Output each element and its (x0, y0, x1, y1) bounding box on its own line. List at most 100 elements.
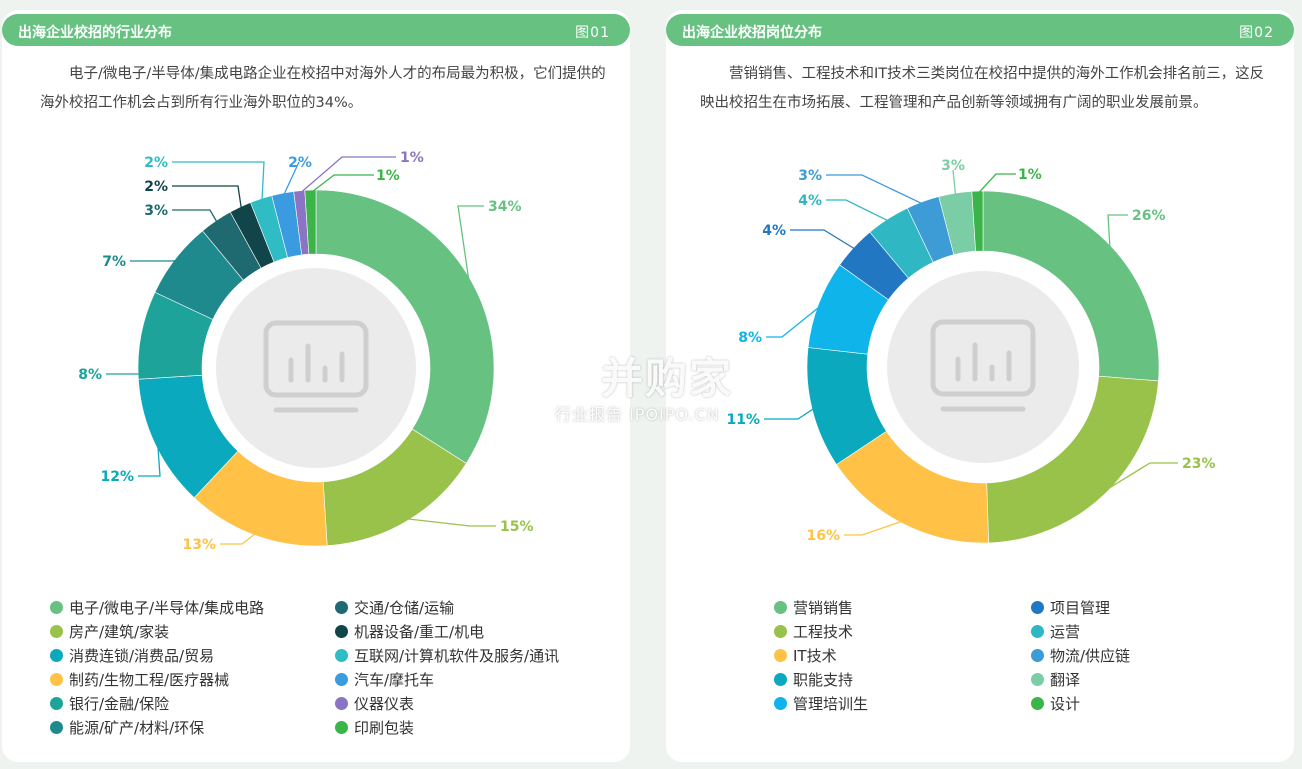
data-label: 4% (762, 223, 786, 239)
leader-line (1102, 462, 1178, 493)
legend-swatch (774, 697, 787, 710)
leader-line (106, 335, 145, 375)
data-label: 23% (1182, 456, 1216, 472)
legend-swatch (335, 649, 348, 662)
data-label: 7% (102, 254, 126, 270)
legend-swatch (774, 601, 787, 614)
legend-item: 消费连锁/消费品/贸易 (50, 644, 264, 668)
legend-item: 项目管理 (1031, 596, 1130, 620)
legend-label: 仪器仪表 (354, 695, 415, 713)
leader-line (766, 304, 822, 338)
industry-donut-chart: 34% 15% 13% 12% 8% 7% 3% 2% 2% 2% 1%1% (78, 150, 534, 553)
legend-swatch (774, 649, 787, 662)
position-distribution-panel: 出海企业校招岗位分布 图02 营销销售、工程技术和IT技术三类岗位在校招中提供的… (666, 10, 1294, 762)
legend-label: 物流/供应链 (1050, 647, 1131, 665)
data-label: 3% (144, 203, 168, 219)
legend-label: 印刷包装 (354, 719, 415, 737)
legend-item: 交通/仓储/运输 (335, 596, 559, 620)
legend-item: 制药/生物工程/医疗器械 (50, 668, 264, 692)
position-donut-chart: 26% 23% 16% 11% 8% 4% 4% 3% 3% 1% (726, 158, 1216, 544)
legend-item: 互联网/计算机软件及服务/通讯 (335, 644, 559, 668)
legend-swatch (1031, 649, 1044, 662)
leader-line (826, 199, 890, 223)
data-label: 3% (941, 158, 965, 174)
data-label: 3% (798, 168, 822, 184)
data-label: 12% (100, 469, 134, 485)
legend-label: 机器设备/重工/机电 (354, 623, 485, 641)
figure-number: 图02 (1239, 25, 1274, 41)
legend-swatch (50, 697, 63, 710)
data-label: 2% (144, 179, 168, 195)
legend-label: 管理培训生 (793, 695, 869, 713)
legend-label: 电子/微电子/半导体/集成电路 (69, 599, 265, 617)
leader-line (1107, 214, 1128, 250)
legend-item: 仪器仪表 (335, 692, 559, 716)
leader-line (764, 407, 816, 420)
data-label: 16% (806, 528, 840, 544)
leader-line (220, 532, 258, 545)
legend-item: IT技术 (774, 644, 868, 668)
legend-swatch (1031, 601, 1044, 614)
data-label: 1% (376, 168, 400, 184)
legend-swatch (1031, 625, 1044, 638)
legend-swatch (50, 625, 63, 638)
legend-label: 项目管理 (1050, 599, 1111, 617)
legend-item: 管理培训生 (774, 692, 868, 716)
data-label: 11% (726, 412, 760, 428)
legend-swatch (335, 673, 348, 686)
leader-line (405, 517, 496, 527)
data-label: 15% (500, 519, 534, 535)
legend-item: 电子/微电子/半导体/集成电路 (50, 596, 264, 620)
legend-item: 营销销售 (774, 596, 868, 620)
legend-label: 交通/仓储/运输 (354, 599, 455, 617)
legend-swatch (1031, 697, 1044, 710)
legend-swatch (774, 673, 787, 686)
legend-item: 汽车/摩托车 (335, 668, 559, 692)
legend-swatch (50, 649, 63, 662)
legend-label: 工程技术 (793, 623, 854, 641)
leader-line (172, 209, 219, 224)
leader-line (826, 174, 925, 206)
legend-label: 汽车/摩托车 (354, 671, 435, 689)
legend-swatch (50, 673, 63, 686)
legend-swatch (335, 721, 348, 734)
data-label: 34% (488, 199, 522, 215)
legend-label: 制药/生物工程/医疗器械 (69, 671, 230, 689)
legend-label: 房产/建筑/家装 (69, 623, 170, 641)
legend-swatch (1031, 673, 1044, 686)
data-label: 2% (288, 155, 312, 171)
figure-number: 图01 (575, 25, 610, 41)
legend-item: 能源/矿产/材料/环保 (50, 716, 264, 740)
data-label: 2% (144, 155, 168, 171)
panel-description: 营销销售、工程技术和IT技术三类岗位在校招中提供的海外工作机会排名前三，这反映出… (700, 66, 1265, 111)
panel-description: 电子/微电子/半导体/集成电路企业在校招中对海外人才的布局最为积极，它们提供的海… (40, 66, 606, 111)
leader-line (172, 185, 243, 210)
legend-label: 消费连锁/消费品/贸易 (69, 647, 215, 665)
leader-line (952, 169, 957, 197)
legend-label: 互联网/计算机软件及服务/通讯 (354, 647, 560, 665)
legend-item: 机器设备/重工/机电 (335, 620, 559, 644)
panel-title: 出海企业校招的行业分布 (18, 25, 172, 41)
data-label: 4% (798, 193, 822, 209)
leader-line (844, 520, 904, 536)
legend-item: 房产/建筑/家装 (50, 620, 264, 644)
legend-label: 银行/金融/保险 (69, 695, 170, 713)
data-label: 13% (182, 537, 216, 553)
chart-legend: 项目管理 运营 物流/供应链 翻译 设计 (1031, 596, 1130, 716)
legend-label: 营销销售 (793, 599, 854, 617)
legend-label: 运营 (1050, 623, 1081, 641)
leader-line (310, 174, 374, 194)
legend-label: 职能支持 (793, 671, 854, 689)
data-label: 1% (400, 150, 424, 166)
legend-item: 印刷包装 (335, 716, 559, 740)
center-disc (887, 271, 1079, 463)
legend-item: 物流/供应链 (1031, 644, 1130, 668)
legend-label: IT技术 (793, 647, 837, 665)
legend-item: 银行/金融/保险 (50, 692, 264, 716)
legend-swatch (335, 601, 348, 614)
panel-header: 出海企业校招的行业分布 图01 (2, 14, 630, 46)
legend-swatch (335, 697, 348, 710)
legend-swatch (774, 625, 787, 638)
leader-line (138, 442, 161, 477)
data-label: 26% (1132, 208, 1166, 224)
